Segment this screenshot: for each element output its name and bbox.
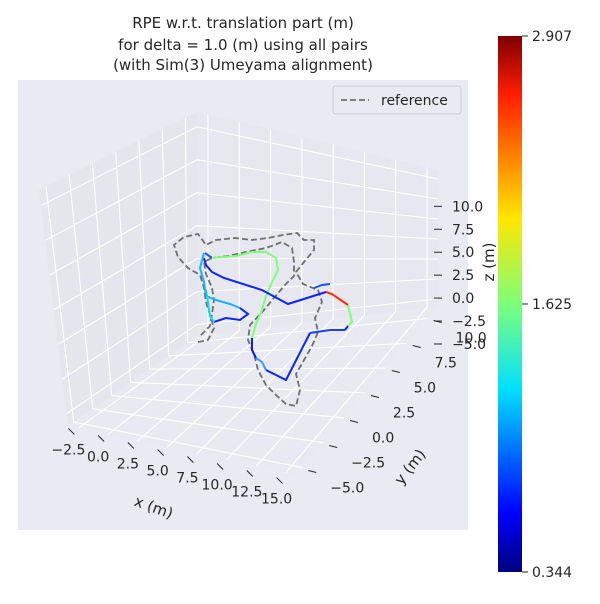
x-tick-label: −2.5 xyxy=(51,442,85,458)
estimate-segment xyxy=(255,357,267,371)
x-tick-mark xyxy=(68,428,75,435)
y-tick-label: 0.0 xyxy=(372,431,394,447)
y-tick-mark xyxy=(308,470,317,473)
z-tick-label: −2.5 xyxy=(452,314,486,330)
estimate-segment xyxy=(203,257,327,306)
y-tick-label: 7.5 xyxy=(435,356,457,372)
estimate-segment xyxy=(198,252,207,297)
estimate-segment xyxy=(205,295,241,309)
back-left-pane xyxy=(39,112,197,426)
legend: reference xyxy=(332,85,462,115)
estimated-trajectory xyxy=(198,251,354,382)
colorbar-tick-label: 1.625 xyxy=(532,297,572,313)
z-tick-label: 5.0 xyxy=(452,245,474,261)
estimate-segment xyxy=(325,291,349,306)
x-tick-mark xyxy=(276,477,283,484)
y-axis-ticks: −5.0 −2.5 0.0 2.5 5.0 7.5 10.0 xyxy=(308,320,487,497)
colorbar-ticks: 2.907 1.625 0.344 xyxy=(522,29,572,581)
estimate-segment xyxy=(347,304,354,327)
x-axis-ticks: −2.5 0.0 2.5 5.0 7.5 10.012.515.0 xyxy=(51,428,292,508)
back-right-pane xyxy=(197,112,438,336)
estimate-segment xyxy=(205,289,215,323)
colorbar-tick-label: 2.907 xyxy=(532,29,572,45)
y-tick-label: 5.0 xyxy=(414,381,436,397)
y-tick-label: 2.5 xyxy=(393,406,415,422)
y-tick-mark xyxy=(412,345,421,348)
x-tick-mark xyxy=(246,470,254,477)
y-tick-label: 10.0 xyxy=(456,331,487,347)
reference-trajectory xyxy=(172,232,323,408)
colorbar-tick-label: 0.344 xyxy=(532,565,572,581)
chart-title-line-2: for delta = 1.0 (m) using all pairs xyxy=(118,36,368,54)
x-tick-label: 2.5 xyxy=(117,456,139,472)
estimate-segment xyxy=(309,329,345,334)
estimate-segment xyxy=(313,283,331,289)
floor-pane xyxy=(68,306,438,475)
y-tick-mark xyxy=(391,370,400,373)
y-tick-label: −5.0 xyxy=(330,481,364,497)
chart-title-line-1: RPE w.r.t. translation part (m) xyxy=(132,14,354,32)
y-tick-mark xyxy=(329,445,338,448)
colorbar xyxy=(498,36,522,572)
estimate-segment xyxy=(344,325,349,331)
z-tick-label: −5.0 xyxy=(452,337,486,353)
x-tick-mark xyxy=(187,456,194,463)
x-tick-label: 5.0 xyxy=(146,463,168,479)
z-tick-label: 2.5 xyxy=(452,268,474,284)
z-tick-label: 10.0 xyxy=(452,199,483,215)
reference-polyline xyxy=(172,232,323,408)
chart-title-line-3: (with Sim(3) Umeyama alignment) xyxy=(113,56,373,74)
x-tick-label: 15.0 xyxy=(261,492,292,508)
z-axis-label: z (m) xyxy=(480,243,498,282)
z-axis-ticks: −5.0 −2.5 0.0 2.5 5.0 7.5 10.0 xyxy=(434,199,486,353)
x-tick-label: 12.5 xyxy=(231,485,262,501)
x-tick-label: 10.0 xyxy=(202,478,233,494)
x-tick-mark xyxy=(97,435,105,442)
z-tick-label: 0.0 xyxy=(452,291,474,307)
x-tick-mark xyxy=(157,449,164,456)
x-tick-mark xyxy=(127,442,135,449)
estimate-segment xyxy=(204,252,213,259)
z-tick-label: 7.5 xyxy=(452,222,474,238)
y-tick-mark xyxy=(370,395,380,398)
estimate-segment xyxy=(265,332,311,382)
x-tick-label: 0.0 xyxy=(87,449,109,465)
estimate-segment xyxy=(251,338,257,359)
estimate-segment xyxy=(213,307,250,323)
legend-frame xyxy=(332,85,462,115)
estimate-segment xyxy=(211,251,280,339)
y-tick-label: −2.5 xyxy=(351,456,385,472)
y-tick-mark xyxy=(349,420,359,423)
legend-label-reference: reference xyxy=(381,93,448,109)
x-tick-mark xyxy=(216,463,224,470)
x-tick-label: 7.5 xyxy=(176,471,198,487)
